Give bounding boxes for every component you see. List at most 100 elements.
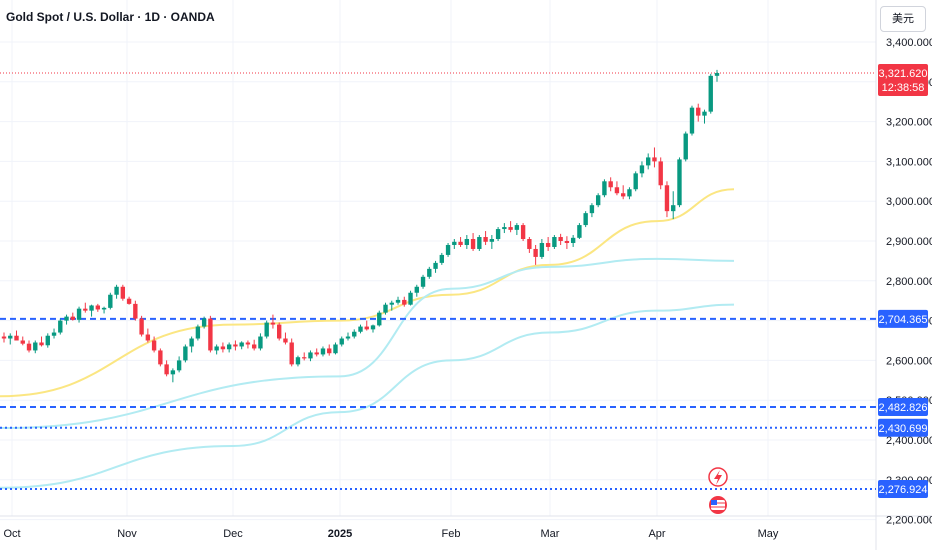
- candle-body: [8, 335, 13, 339]
- candle-body: [520, 225, 526, 240]
- candle-body: [370, 325, 376, 330]
- last-price-tag: [878, 64, 928, 97]
- candle-body: [620, 193, 626, 197]
- candle-body: [251, 344, 257, 349]
- candle-body: [527, 239, 532, 249]
- candle-body: [508, 227, 513, 230]
- candle-body: [664, 185, 670, 212]
- candle-body: [514, 225, 520, 230]
- candle-body: [58, 320, 63, 333]
- x-tick-label: 2025: [328, 528, 352, 540]
- candle-body: [283, 338, 288, 343]
- candle-body: [101, 307, 107, 310]
- x-tick-label: Dec: [223, 528, 243, 540]
- moving-average-line: [0, 188, 735, 398]
- us-flag-icon[interactable]: [709, 496, 727, 514]
- symbol-title: Gold Spot / U.S. Dollar · 1D · OANDA: [6, 10, 215, 24]
- candle-body: [289, 342, 294, 365]
- candle-body: [308, 352, 313, 359]
- candle-body: [614, 187, 620, 194]
- candle-body: [358, 326, 363, 332]
- candle-body: [677, 159, 682, 206]
- candle-body: [452, 241, 457, 245]
- candle-body: [708, 75, 713, 112]
- last-price-label: 3,321.620: [879, 68, 928, 80]
- candle-body: [639, 165, 645, 174]
- candle-body: [577, 225, 582, 238]
- candle-body: [14, 335, 19, 341]
- x-tick-label: Oct: [3, 528, 20, 540]
- candle-body: [458, 241, 463, 245]
- y-tick-label: 2,200.000: [886, 515, 932, 527]
- candle-body: [1, 336, 7, 339]
- candle-body: [133, 303, 138, 319]
- price-level-label: 2,704.365: [879, 314, 928, 326]
- candle-body: [233, 344, 238, 347]
- candle-body: [558, 237, 563, 241]
- price-level-tag: [878, 418, 928, 437]
- x-tick-label: Feb: [442, 528, 461, 540]
- candle-body: [470, 239, 476, 249]
- candle-body: [408, 292, 413, 305]
- candle-body: [195, 326, 201, 339]
- candle-body: [627, 189, 632, 197]
- candle-body: [364, 326, 369, 330]
- candle-body: [445, 244, 451, 255]
- candle-body: [139, 318, 144, 335]
- candle-body: [464, 239, 470, 245]
- moving-average-line: [0, 303, 735, 489]
- candle-body: [208, 318, 213, 351]
- y-tick-label: 2,800.000: [886, 276, 932, 288]
- candle-body: [114, 286, 119, 295]
- candle-body: [158, 350, 163, 365]
- candle-body: [245, 342, 251, 345]
- candle-body: [120, 286, 126, 299]
- price-level-label: 2,276.924: [879, 484, 928, 496]
- candle-body: [214, 346, 219, 351]
- candle-body: [45, 335, 50, 346]
- candle-body: [352, 331, 357, 337]
- candle-body: [495, 229, 501, 240]
- candle-body: [602, 181, 607, 196]
- candle-body: [339, 338, 344, 345]
- price-level-tag: [878, 398, 928, 417]
- candle-body: [433, 262, 438, 269]
- candle-body: [345, 336, 351, 339]
- candle-body: [633, 173, 638, 190]
- candle-body: [683, 133, 688, 160]
- candle-body: [564, 241, 570, 243]
- candle-body: [595, 195, 601, 206]
- candle-body: [646, 157, 651, 166]
- candle-body: [201, 318, 207, 327]
- candle-body: [164, 364, 169, 375]
- us-flag-icon-canton: [711, 500, 717, 505]
- candle-body: [302, 357, 307, 359]
- candle-body: [70, 316, 75, 320]
- candle-body: [689, 107, 695, 134]
- candle-body: [439, 254, 444, 263]
- lightning-icon[interactable]: [708, 467, 728, 487]
- currency-button[interactable]: 美元: [880, 6, 926, 32]
- candle-body: [314, 352, 319, 355]
- candle-body: [226, 344, 232, 350]
- price-level-label: 2,482.826: [879, 402, 928, 414]
- x-tick-label: Apr: [648, 528, 665, 540]
- lightning-icon-bolt: [714, 470, 722, 485]
- y-tick-label: 2,400.000: [886, 435, 932, 447]
- candle-body: [239, 342, 244, 347]
- x-tick-label: Nov: [117, 528, 137, 540]
- candle-body: [477, 237, 482, 249]
- candle-body: [652, 157, 657, 162]
- candle-body: [658, 161, 663, 186]
- candle-body: [539, 242, 545, 257]
- candle-body: [570, 237, 576, 243]
- candle-body: [383, 304, 388, 313]
- candle-body: [95, 305, 101, 310]
- price-level-tag: [878, 309, 928, 328]
- y-tick-label: 3,400.000: [886, 37, 932, 49]
- price-level-tag: [878, 479, 928, 498]
- candle-body: [51, 332, 57, 336]
- candle-body: [189, 338, 194, 347]
